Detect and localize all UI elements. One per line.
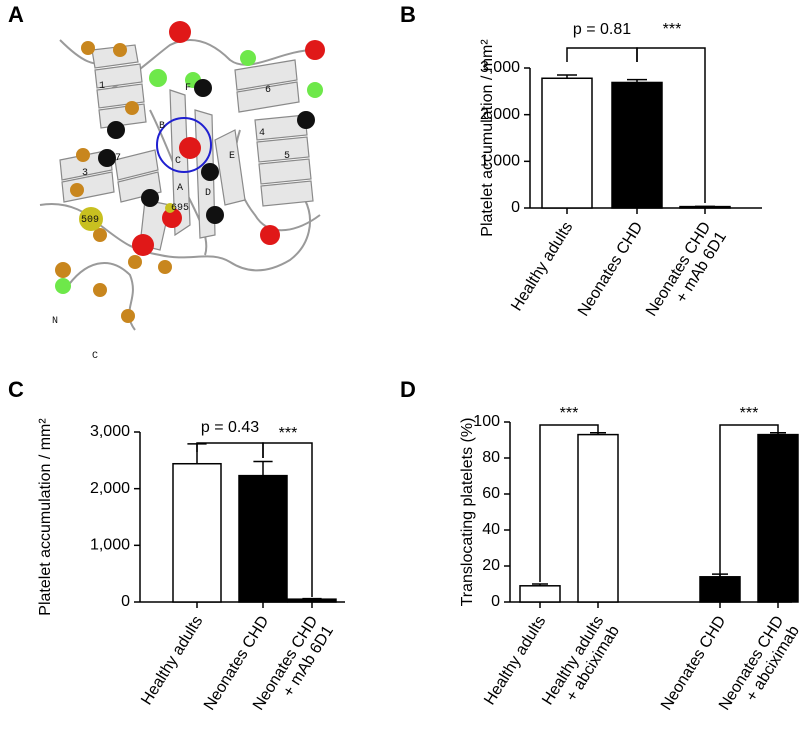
panel-label: A: [8, 2, 24, 27]
x-tick-label: Neonates CHD: [575, 219, 646, 319]
structure-label: 4: [259, 128, 265, 139]
structure-label: 509: [81, 215, 99, 226]
y-tick-label: 60: [482, 485, 500, 502]
structure-label: B: [159, 121, 165, 132]
y-tick-label: 0: [491, 593, 500, 610]
y-tick-label: 0: [121, 593, 130, 610]
y-tick-label: 2,000: [90, 480, 130, 497]
x-tick-label: Neonates CHD+ abciximab: [716, 613, 800, 723]
structure-label: F: [185, 83, 191, 94]
bar: [173, 464, 221, 602]
y-axis-label: Translocating platelets (%): [459, 418, 476, 607]
annotation: ***: [560, 405, 579, 422]
bar: [520, 586, 560, 602]
structure-label: E: [229, 151, 235, 162]
bar: [700, 577, 740, 602]
x-tick-label: Healthy adults: [481, 613, 549, 708]
bar: [612, 82, 662, 208]
structure-label: N: [52, 316, 58, 327]
x-tick-label: Healthy adults+ abciximab: [539, 613, 623, 718]
structure-label: 3: [82, 168, 88, 179]
panel-label: B: [400, 2, 416, 27]
significance-bracket: [567, 48, 637, 62]
y-tick-label: 40: [482, 521, 500, 538]
y-tick-label: 100: [473, 413, 500, 430]
bar: [239, 476, 287, 602]
structure-label: C: [92, 351, 98, 362]
y-tick-label: 3,000: [90, 423, 130, 440]
y-axis-label: Platelet accumulation / mm²: [479, 39, 496, 237]
x-tick-label: Neonates CHD+ mAb 6D1: [643, 219, 730, 329]
x-tick-label: Healthy adults: [508, 219, 576, 314]
annotation: p = 0.43: [201, 419, 259, 436]
y-tick-label: 1,000: [90, 537, 130, 554]
bar: [758, 435, 798, 602]
error-bar: [253, 461, 272, 475]
annotation: p = 0.81: [573, 21, 631, 38]
structure-label: 7: [115, 153, 121, 164]
structure-label: 695: [171, 203, 189, 214]
panel-label: D: [400, 377, 416, 402]
structure-label: A: [177, 183, 183, 194]
y-tick-label: 0: [511, 199, 520, 216]
y-axis-label: Platelet accumulation / mm²: [37, 418, 54, 616]
error-bar: [302, 599, 321, 600]
bar: [288, 599, 336, 602]
annotation: ***: [740, 405, 759, 422]
bar: [578, 435, 618, 602]
x-tick-label: Healthy adults: [138, 613, 206, 708]
y-tick-label: 80: [482, 449, 500, 466]
structure-label: 1: [99, 81, 105, 92]
annotation: ***: [279, 425, 298, 442]
structure-label: D: [205, 188, 211, 199]
annotation: ***: [663, 21, 682, 38]
panel-label: C: [8, 377, 24, 402]
structure-label: 5: [284, 151, 290, 162]
structure-drawing: [30, 20, 350, 370]
structure-label: 6: [265, 85, 271, 96]
y-tick-label: 20: [482, 557, 500, 574]
significance-bracket: [197, 443, 263, 458]
structure-label: C: [175, 156, 181, 167]
bar: [542, 78, 592, 208]
